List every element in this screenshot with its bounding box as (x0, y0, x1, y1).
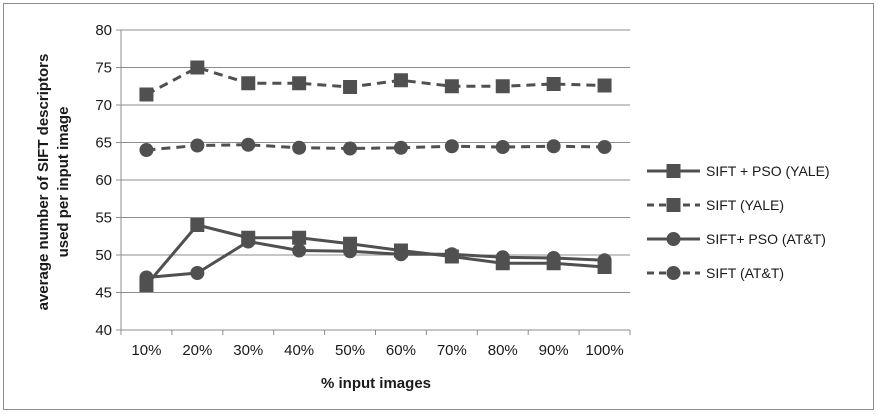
legend-label: SIFT + PSO (YALE) (706, 163, 830, 179)
legend-swatch-marker (666, 266, 681, 280)
series-lines (145, 66, 605, 286)
y-tick-label: 45 (95, 285, 112, 302)
legend-swatch-marker (666, 232, 681, 246)
data-point-3-2 (241, 137, 256, 152)
data-point-1-8 (546, 77, 561, 91)
data-point-3-7 (495, 140, 510, 154)
data-point-0-3 (292, 230, 307, 245)
data-point-2-7 (495, 250, 510, 265)
data-point-1-2 (241, 76, 256, 91)
y-axis-title-line-1: average number of SIFT descriptors (35, 54, 52, 311)
data-point-2-5 (393, 247, 408, 262)
data-point-1-5 (393, 73, 408, 88)
grid-lines (121, 29, 630, 293)
data-point-3-6 (444, 139, 459, 154)
data-point-3-4 (343, 141, 358, 156)
data-point-2-9 (597, 253, 612, 268)
legend: SIFT + PSO (YALE) SIFT (YALE) SIFT+ PSO (A… (647, 163, 830, 281)
data-point-1-0 (139, 87, 154, 102)
y-tick-label: 40 (95, 322, 112, 339)
y-tick-labels: 40 45 50 55 60 65 70 75 80 (95, 22, 112, 339)
y-tick-label: 50 (95, 247, 112, 264)
chart-frame (3, 3, 874, 410)
x-tick-label: 70% (437, 342, 467, 359)
data-point-1-1 (190, 60, 205, 75)
data-point-1-7 (495, 79, 510, 94)
x-tick-label: 50% (335, 342, 365, 359)
series-line-0 (145, 223, 605, 286)
data-point-3-5 (393, 140, 408, 155)
data-point-2-4 (343, 244, 358, 259)
data-point-2-0 (139, 270, 154, 285)
x-tick-labels: 10% 20% 30% 40% 50% 60% 70% 80% 90% 100% (131, 342, 623, 359)
y-tick-label: 75 (95, 60, 112, 77)
y-tick-label: 60 (95, 172, 112, 189)
data-point-1-9 (597, 78, 612, 93)
x-tick-label: 20% (182, 342, 212, 359)
y-tick-label: 55 (95, 210, 112, 227)
data-point-1-6 (444, 79, 459, 94)
legend-label: SIFT (AT&T) (706, 265, 784, 281)
legend-item-3: SIFT (AT&T) (647, 265, 784, 281)
series-markers (139, 60, 612, 292)
data-point-2-1 (190, 266, 205, 280)
data-point-2-8 (546, 251, 561, 265)
legend-label: SIFT+ PSO (AT&T) (706, 231, 826, 247)
data-point-0-1 (190, 218, 205, 232)
x-tick-label: 60% (386, 342, 416, 359)
axes (116, 29, 631, 335)
y-axis-title-line-2: used per input image (55, 107, 72, 258)
data-point-2-3 (292, 243, 307, 258)
data-point-3-3 (292, 140, 307, 155)
series-line-2 (146, 240, 605, 279)
legend-label: SIFT (YALE) (706, 197, 784, 213)
y-tick-label: 65 (95, 135, 112, 152)
legend-item-0: SIFT + PSO (YALE) (647, 163, 830, 179)
legend-swatch-marker (666, 164, 681, 178)
x-tick-label: 40% (284, 342, 314, 359)
data-point-3-0 (139, 143, 154, 157)
data-point-3-8 (546, 139, 561, 154)
series-line-3 (146, 143, 605, 152)
y-tick-label: 80 (95, 22, 112, 39)
legend-item-1: SIFT (YALE) (647, 197, 784, 213)
x-tick-label: 30% (233, 342, 263, 359)
data-point-2-6 (444, 247, 459, 262)
data-point-3-1 (190, 138, 205, 153)
x-axis-title: % input images (321, 375, 431, 392)
data-point-1-3 (292, 76, 307, 91)
y-tick-label: 70 (95, 97, 112, 114)
x-tick-label: 10% (131, 342, 161, 359)
series-line-1 (145, 66, 605, 96)
x-tick-label: 90% (539, 342, 569, 359)
data-point-3-9 (597, 140, 612, 154)
legend-item-2: SIFT+ PSO (AT&T) (647, 231, 826, 247)
data-point-2-2 (241, 234, 256, 249)
legend-swatch-marker (666, 198, 681, 212)
data-point-1-4 (343, 80, 358, 94)
y-axis-title: average number of SIFT descriptors used … (35, 54, 72, 311)
x-tick-label: 80% (488, 342, 518, 359)
x-tick-label: 100% (585, 342, 623, 359)
